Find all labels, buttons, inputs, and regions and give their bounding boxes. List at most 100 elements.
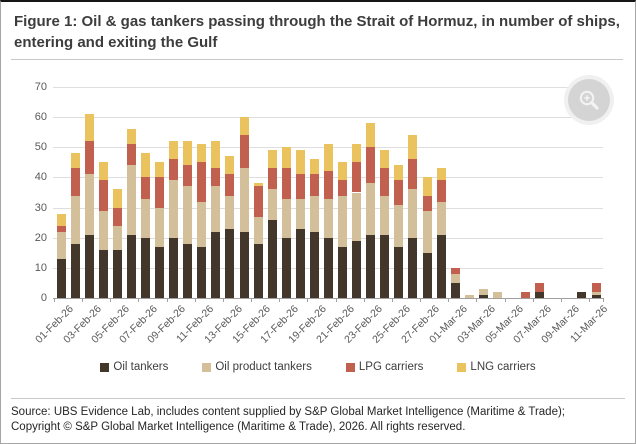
bar-segment — [324, 198, 333, 238]
bar-segment — [253, 243, 263, 298]
x-axis-tick — [194, 298, 196, 302]
bar-segment — [422, 252, 432, 298]
bar-segment — [394, 246, 404, 298]
bar-segment — [394, 204, 404, 247]
bar-segment — [338, 195, 348, 247]
bar-segment — [309, 159, 319, 175]
x-axis-tick — [420, 298, 422, 302]
bar-segment — [140, 153, 150, 178]
legend-label: LPG carriers — [358, 361, 424, 373]
title-divider — [11, 59, 623, 60]
bar-segment — [169, 159, 179, 181]
legend-swatch — [100, 362, 110, 372]
y-axis-tick-label: 60 — [34, 111, 47, 124]
bar-segment — [281, 168, 291, 199]
x-axis-tick — [307, 298, 309, 302]
bar-segment — [239, 117, 249, 136]
bar-segment — [98, 249, 108, 298]
y-axis-tick-label: 10 — [34, 261, 47, 274]
bar-segment — [169, 237, 179, 298]
x-axis-tick — [363, 298, 365, 302]
bar-segment — [309, 195, 319, 232]
legend-label: LNG carriers — [470, 361, 536, 373]
bar-segment — [591, 294, 601, 298]
bar-segment — [197, 162, 207, 202]
legend-swatch — [202, 362, 212, 372]
bar-segment — [450, 273, 460, 283]
source-text: Source: UBS Evidence Lab, includes conte… — [11, 406, 565, 433]
bar-segment — [169, 180, 179, 238]
x-axis-line — [53, 298, 603, 299]
bar-segment — [225, 228, 235, 298]
bar-segment — [380, 150, 390, 169]
x-axis-tick — [448, 298, 450, 302]
bar-segment — [98, 180, 108, 211]
x-axis-tick — [560, 298, 562, 302]
bar-segment — [324, 171, 333, 199]
bar-segment — [84, 141, 94, 175]
bar-segment — [267, 189, 277, 220]
bar-segment — [211, 231, 221, 298]
x-axis-tick — [110, 298, 112, 302]
bar-segment — [422, 210, 432, 253]
bar-segment — [535, 282, 545, 292]
bar-segment — [380, 234, 390, 298]
bar-segment — [309, 231, 319, 298]
bar-segment — [155, 162, 165, 178]
bar-segment — [70, 153, 80, 169]
bar-segment — [281, 237, 291, 298]
y-axis-tick-label: 70 — [34, 81, 47, 93]
legend-label: Oil tankers — [113, 361, 169, 373]
bar-segment — [183, 141, 193, 166]
bar-segment — [56, 231, 66, 259]
bar-segment — [225, 156, 235, 175]
x-axis-tick — [504, 298, 506, 302]
bar-segment — [408, 135, 418, 160]
bar-segment — [450, 282, 460, 298]
bar-segment — [436, 201, 446, 235]
bar-segment — [436, 180, 446, 202]
bar-segment — [478, 294, 488, 298]
bar-segment — [295, 198, 305, 229]
y-axis-tick-label: 0 — [40, 292, 47, 304]
bar-segment — [239, 168, 249, 232]
bar-segment — [197, 144, 207, 163]
y-axis-tick-label: 50 — [34, 141, 47, 154]
y-axis-tick-label: 30 — [34, 201, 47, 214]
bar-segment — [535, 291, 545, 298]
bar-segment — [422, 195, 432, 211]
x-axis-tick — [532, 298, 534, 302]
bar-segment — [56, 258, 66, 298]
bar-segment — [169, 141, 179, 160]
bar-segment — [126, 234, 136, 298]
bar-segment — [267, 150, 277, 169]
bar-segment — [56, 213, 66, 226]
zoom-in-button[interactable] — [568, 79, 610, 121]
bar-segment — [295, 228, 305, 298]
x-axis-tick — [82, 298, 84, 302]
bar-segment — [352, 192, 362, 241]
bar-segment — [295, 150, 305, 175]
bar-segment — [140, 198, 150, 238]
bar-segment — [112, 189, 122, 208]
bar-segment — [253, 186, 263, 217]
bar-segment — [591, 282, 601, 292]
x-axis-tick — [54, 298, 55, 302]
bar-segment — [591, 291, 601, 295]
legend-item: Oil tankers — [100, 361, 168, 373]
bar-segment — [211, 168, 221, 187]
bar-segment — [408, 189, 418, 238]
bar-segment — [239, 231, 249, 298]
bar-segment — [366, 123, 376, 148]
bar-segment — [267, 219, 277, 298]
bar-segment — [140, 177, 150, 199]
bar-segment — [324, 144, 333, 172]
bar-segment — [408, 237, 418, 298]
source-divider — [11, 398, 625, 399]
bar-segment — [197, 246, 207, 298]
bar-segment — [577, 291, 587, 298]
bar-segment — [225, 174, 235, 196]
bar-segment — [253, 183, 263, 187]
y-axis-tick-label: 20 — [34, 231, 47, 244]
legend-item: LPG carriers — [345, 361, 424, 373]
